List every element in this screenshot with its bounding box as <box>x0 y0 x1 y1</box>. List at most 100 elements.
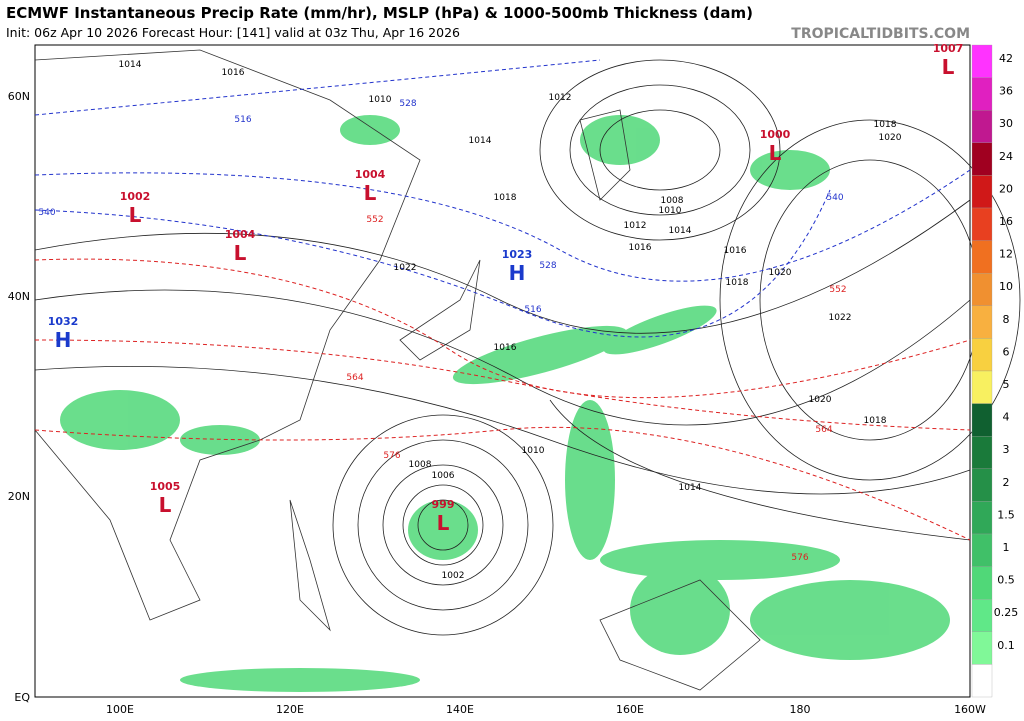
colorbar-label: 36 <box>999 85 1013 98</box>
colorbar-label: 30 <box>999 117 1013 130</box>
pressure-value: 1004 <box>355 168 386 181</box>
isobar-label: 1022 <box>829 313 852 323</box>
pressure-value: 1007 <box>933 42 964 55</box>
isobar-label: 1006 <box>432 471 455 481</box>
colorbar-segment <box>971 664 993 698</box>
lon-label: 100E <box>106 703 134 716</box>
colorbar-label: 3 <box>1003 443 1010 456</box>
colorbar-segment <box>971 44 993 78</box>
isobar-label: 1010 <box>369 95 392 105</box>
thickness-label: 576 <box>791 553 808 563</box>
colorbar-segment <box>971 240 993 274</box>
thickness-label: 564 <box>815 425 832 435</box>
thickness-label: 528 <box>539 261 556 271</box>
pressure-symbol: L <box>942 55 955 79</box>
colorbar-label: 6 <box>1003 345 1010 358</box>
isobar-label: 1016 <box>724 246 747 256</box>
isobar-label: 1010 <box>659 206 682 216</box>
pressure-symbol: H <box>55 328 72 352</box>
isobar-label: 1018 <box>726 278 749 288</box>
colorbar-label: 10 <box>999 280 1013 293</box>
colorbar-segment <box>971 175 993 209</box>
isobar-label: 1014 <box>469 136 492 146</box>
lon-label: 160E <box>616 703 644 716</box>
isobar-label: 1014 <box>119 60 142 70</box>
colorbar-segment <box>971 501 993 535</box>
colorbar-label: 2 <box>1003 476 1010 489</box>
colorbar-label: 5 <box>1003 378 1010 391</box>
isobar-label: 1008 <box>661 196 684 206</box>
colorbar-segment <box>971 370 993 404</box>
thickness-label: 528 <box>399 99 416 109</box>
isobar-label: 1012 <box>624 221 647 231</box>
colorbar-segment <box>971 273 993 306</box>
pressure-symbol: L <box>437 511 450 535</box>
thickness-label: 552 <box>829 285 846 295</box>
isobar-label: 1008 <box>409 460 432 470</box>
credit: TROPICALTIDBITS.COM <box>791 26 970 42</box>
pressure-value: 1005 <box>150 480 181 493</box>
precip-areas <box>60 115 950 692</box>
colorbar-label: 42 <box>999 52 1013 65</box>
colorbar-label: 8 <box>1003 313 1010 326</box>
colorbar-label: 16 <box>999 215 1013 228</box>
thickness-label: 516 <box>234 115 251 125</box>
colorbar-label: 0.25 <box>994 606 1019 619</box>
pressure-symbol: H <box>509 261 526 285</box>
pressure-value: 1032 <box>48 315 79 328</box>
isobar-label: 1016 <box>629 243 652 253</box>
colorbar-segment <box>971 207 993 241</box>
thickness-label: 576 <box>383 451 400 461</box>
colorbar-segment <box>971 566 993 600</box>
isobar-label: 1002 <box>442 571 465 581</box>
isobar-label: 1018 <box>864 416 887 426</box>
lat-label: 60N <box>8 90 30 103</box>
colorbar-label: 20 <box>999 182 1013 195</box>
colorbar-label: 0.5 <box>997 574 1015 587</box>
colorbar-segment <box>971 305 993 339</box>
colorbar-label: 1.5 <box>997 508 1015 521</box>
thickness-label: 540 <box>826 193 843 203</box>
isobar-label: 1022 <box>394 263 417 273</box>
isobar-label: 1010 <box>522 446 545 456</box>
pressure-value: 1000 <box>760 128 791 141</box>
lat-label: EQ <box>14 691 30 704</box>
lon-label: 140E <box>446 703 474 716</box>
lon-label: 160W <box>954 703 986 716</box>
thickness-label: 516 <box>524 305 541 315</box>
pressure-value: 999 <box>432 498 455 511</box>
isobar-label: 1016 <box>494 343 517 353</box>
pressure-symbol: L <box>159 493 172 517</box>
colorbar-label: 24 <box>999 150 1013 163</box>
thickness-label: 540 <box>38 208 55 218</box>
isobar-label: 1020 <box>879 133 902 143</box>
isobar-label: 1014 <box>669 226 692 236</box>
lat-label: 20N <box>8 490 30 503</box>
colorbar-segment <box>971 403 993 437</box>
pressure-value: 1023 <box>502 248 533 261</box>
thickness-label: 552 <box>366 215 383 225</box>
pressure-symbol: L <box>129 203 142 227</box>
isobar-label: 1018 <box>874 120 897 130</box>
isobar-label: 1016 <box>222 68 245 78</box>
colorbar-segment <box>971 436 993 469</box>
isobar-label: 1020 <box>769 268 792 278</box>
pressure-value: 1002 <box>120 190 151 203</box>
thickness-label: 564 <box>346 373 363 383</box>
lat-label: 40N <box>8 290 30 303</box>
isobar-label: 1014 <box>679 483 702 493</box>
pressure-symbol: L <box>364 181 377 205</box>
colorbar-segment <box>971 110 993 143</box>
pressure-symbol: L <box>769 141 782 165</box>
lon-label: 180 <box>790 703 811 716</box>
colorbar-segment <box>971 77 993 111</box>
subtitle: Init: 06z Apr 10 2026 Forecast Hour: [14… <box>6 25 460 40</box>
lon-label: 120E <box>276 703 304 716</box>
pressure-value: 1004 <box>225 228 256 241</box>
pressure-symbol: L <box>234 241 247 265</box>
isobar-label: 1012 <box>549 93 572 103</box>
colorbar-segment <box>971 468 993 502</box>
isobar-label: 1018 <box>494 193 517 203</box>
title: ECMWF Instantaneous Precip Rate (mm/hr),… <box>6 4 753 22</box>
